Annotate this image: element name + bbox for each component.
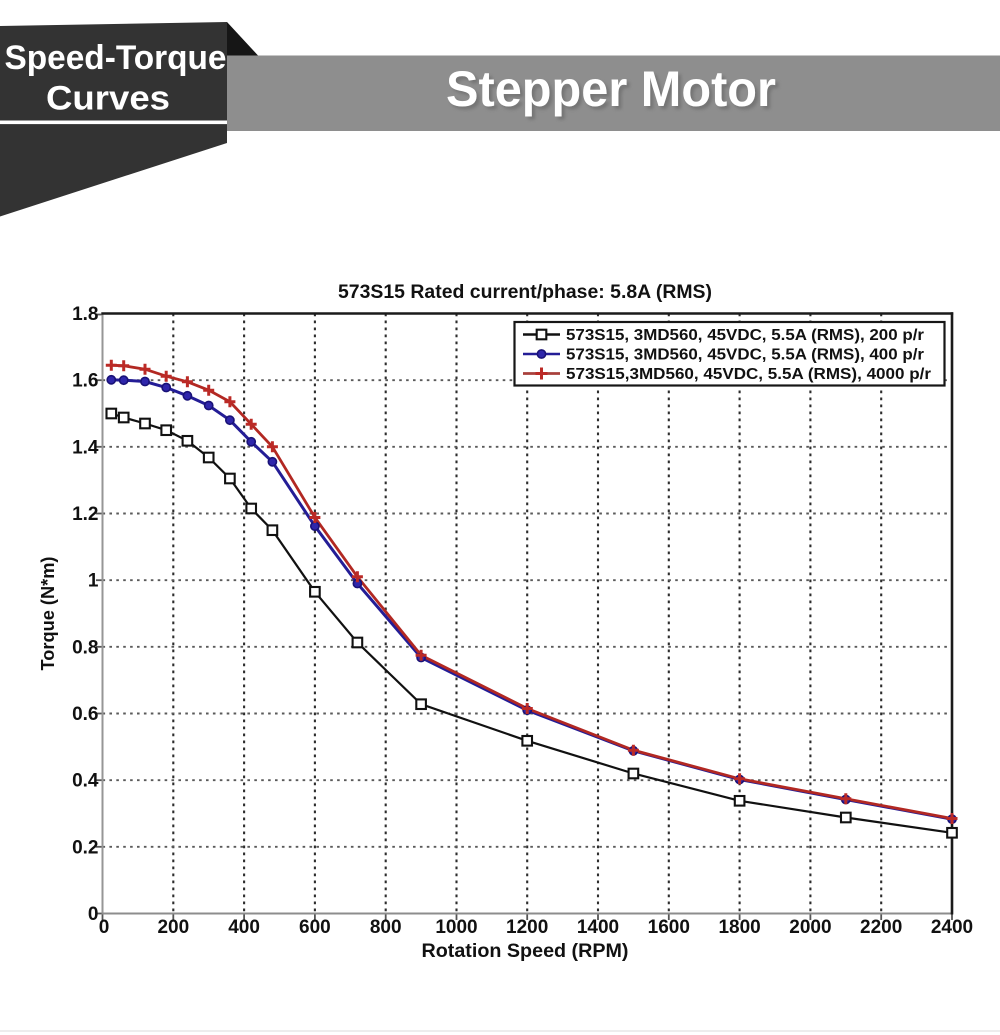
svg-text:0: 0 [88,904,99,925]
svg-text:573S15, 3MD560, 45VDC, 5.5A (R: 573S15, 3MD560, 45VDC, 5.5A (RMS), 200 p… [566,327,924,344]
svg-text:573S15, 3MD560, 45VDC, 5.5A (R: 573S15, 3MD560, 45VDC, 5.5A (RMS), 400 p… [566,347,924,364]
svg-text:1600: 1600 [648,917,690,938]
svg-text:1.6: 1.6 [72,371,98,392]
svg-text:573S15 Rated current/phase: 5.: 573S15 Rated current/phase: 5.8A (RMS) [338,282,712,303]
svg-text:Rotation Speed (RPM): Rotation Speed (RPM) [422,941,629,962]
svg-text:Speed-Torque: Speed-Torque [5,39,227,77]
svg-text:2400: 2400 [931,917,973,938]
svg-text:573S15,3MD560, 45VDC, 5.5A (RM: 573S15,3MD560, 45VDC, 5.5A (RMS), 4000 p… [566,366,931,383]
svg-text:1400: 1400 [577,917,619,938]
svg-text:1.2: 1.2 [72,504,98,525]
svg-text:0.6: 0.6 [72,704,98,725]
svg-text:200: 200 [157,917,189,938]
svg-text:0: 0 [99,917,110,938]
svg-text:1.4: 1.4 [72,437,99,458]
svg-text:800: 800 [370,917,402,938]
svg-text:1: 1 [88,571,99,592]
svg-text:2000: 2000 [789,917,831,938]
svg-text:2200: 2200 [860,917,902,938]
svg-text:0.8: 0.8 [72,637,98,658]
svg-text:1200: 1200 [506,917,548,938]
svg-text:1.8: 1.8 [72,304,98,325]
svg-text:400: 400 [228,917,260,938]
svg-text:Stepper Motor: Stepper Motor [449,63,779,120]
svg-text:Curves: Curves [46,80,170,118]
svg-text:0.2: 0.2 [72,837,98,858]
svg-text:Torque (N*m): Torque (N*m) [37,557,58,671]
svg-text:Stepper Motor: Stepper Motor [446,60,776,117]
svg-text:1800: 1800 [718,917,760,938]
svg-text:600: 600 [299,917,331,938]
svg-text:0.4: 0.4 [72,771,99,792]
svg-text:1000: 1000 [435,917,477,938]
